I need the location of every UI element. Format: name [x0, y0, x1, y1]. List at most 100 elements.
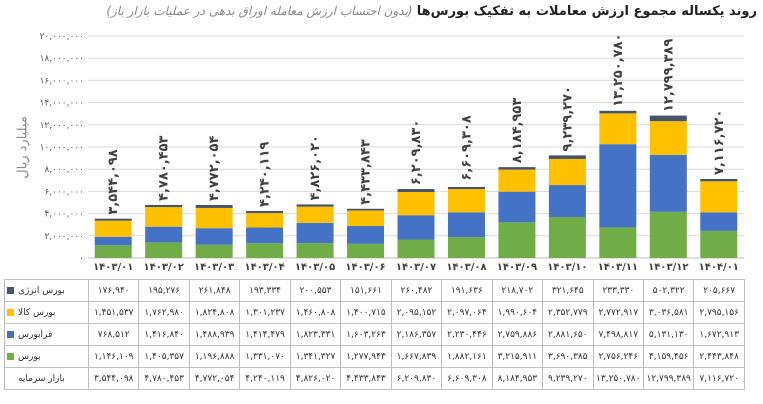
- y-tick-label: ۰: [79, 254, 84, 264]
- total-data-label: ۴,۸۲۶,۰۲۰: [308, 135, 323, 200]
- y-tick-label: ۱۰,۰۰۰,۰۰۰: [40, 143, 84, 153]
- table-cell: ۳,۲۱۵,۹۱۱: [491, 345, 544, 368]
- bar-segment-commodity: [296, 206, 334, 223]
- table-cell: ۴,۷۷۲,۰۵۴: [188, 367, 241, 390]
- bar-segment-gas: [195, 205, 233, 208]
- table-cell: ۲,۷۵۹,۸۸۶: [491, 323, 544, 346]
- table-cell: ۳۲۱,۶۴۵: [542, 279, 594, 302]
- table-cell: ۴,۷۸۰,۴۵۳: [138, 367, 190, 390]
- table-cell: ۴,۴۳۳,۸۴۳: [340, 367, 392, 390]
- bar-segment-commodity: [447, 189, 485, 213]
- table-cell: ۱,۹۹۰,۶۰۴: [491, 301, 544, 324]
- bar-segment-commodity: [649, 121, 687, 155]
- bar-segment-gas: [649, 115, 687, 122]
- total-data-label: ۱۲,۷۹۹,۳۸۹: [661, 39, 676, 112]
- bar-segment-gas: [599, 110, 637, 114]
- table-cell: ۲,۲۳۰,۴۴۶: [441, 323, 493, 346]
- bar-segment-commodity: [498, 169, 536, 192]
- x-category-label: ۱۴۰۴/۰۱: [699, 262, 739, 273]
- table-cell: ۱,۴۰۵,۳۵۷: [138, 345, 190, 368]
- bar-segment-farabourse: [347, 226, 385, 244]
- x-category-label: ۱۴۰۳/۱۰: [547, 262, 587, 273]
- bar-segment-bourse: [447, 237, 485, 258]
- table-cell: ۲۱۸,۷۰۲: [491, 279, 544, 302]
- bar-segment-bourse: [700, 230, 738, 258]
- bar-segment-gas: [145, 204, 183, 208]
- legend-label: بورس: [18, 351, 41, 362]
- table-cell: ۲۳۳,۳۳۰: [592, 279, 644, 302]
- table-row-farabourse: فرابورس ۷۶۸,۵۱۲ ۱,۴۱۶,۸۴۰ ۱,۴۸۸,۹۳۹ ۱,۴۱۴,۴۷…: [4, 323, 745, 346]
- bar-segment-farabourse: [548, 185, 586, 218]
- table-cell: ۲۰۵,۶۶۷: [693, 279, 745, 302]
- x-category-label: ۱۴۰۳/۰۲: [144, 262, 184, 273]
- y-tick-label: ۲,۰۰۰,۰۰۰: [44, 232, 84, 242]
- table-cell: ۲,۰۹۵,۱۵۲: [390, 301, 443, 324]
- table-cell: ۲,۷۹۵,۱۵۶: [693, 301, 745, 324]
- table-row-bourse: بورس ۱,۱۴۶,۱۰۹ ۱,۴۰۵,۳۵۷ ۱,۱۹۶,۸۸۸ ۱,۳۳۱,۰۷۰…: [4, 345, 745, 368]
- table-cell: ۶,۶۰۹,۳۰۸: [441, 367, 493, 390]
- x-category-label: ۱۴۰۳/۱۲: [648, 262, 688, 273]
- table-cell: ۱,۴۸۸,۹۳۹: [188, 323, 241, 346]
- bar-segment-bourse: [548, 217, 586, 258]
- bar-segment-gas: [94, 218, 132, 221]
- y-axis-label: میلیارد ریال: [15, 116, 31, 179]
- x-category-label: ۱۴۰۳/۰۹: [497, 262, 537, 273]
- legend-label: بورس کالا: [18, 307, 56, 318]
- legend-key-farabourse: [7, 330, 14, 338]
- legend-key-gas: [7, 286, 14, 294]
- x-category-label: ۱۴۰۳/۰۵: [295, 262, 335, 273]
- table-cell: ۷,۱۱۶,۷۲۰: [693, 367, 745, 390]
- bar-segment-bourse: [195, 244, 233, 258]
- table-cell: ۲,۳۵۲,۷۷۹: [542, 301, 594, 324]
- bar-segment-bourse: [296, 243, 334, 258]
- table-cell: ۱۹۵,۲۷۶: [138, 279, 190, 302]
- total-data-label: ۸,۱۸۴,۹۵۳: [510, 98, 525, 163]
- bar-segment-commodity: [397, 191, 435, 216]
- bar-segment-bourse: [94, 245, 132, 258]
- bar-segment-commodity: [700, 181, 738, 213]
- row-header: بازار سرمایه: [4, 367, 89, 390]
- table-cell: ۱,۸۲۳,۳۳۱: [289, 323, 342, 346]
- table-cell: ۲,۷۷۲,۹۱۷: [592, 301, 644, 324]
- table-cell: ۱,۳۰۱,۲۳۷: [239, 301, 291, 324]
- bar-segment-bourse: [145, 242, 183, 258]
- y-tick-label: ۱۸,۰۰۰,۰۰۰: [40, 54, 84, 64]
- table-cell: ۱,۶۷۲,۹۱۳: [693, 323, 745, 346]
- bar-segment-commodity: [347, 210, 385, 227]
- bars: [94, 110, 738, 258]
- table-cell: ۱,۷۶۲,۹۸۰: [138, 301, 190, 324]
- legend-label: بورس انرژی: [18, 285, 65, 296]
- bar-segment-farabourse: [599, 144, 637, 228]
- bar-segment-farabourse: [649, 154, 687, 212]
- y-tick-label: ۱۲,۰۰۰,۰۰۰: [40, 121, 84, 131]
- table-row-commodity: بورس کالا ۱,۴۵۱,۵۳۷ ۱,۷۶۲,۹۸۰ ۱,۸۲۴,۸۰۸ ۱,۳۰…: [4, 301, 745, 324]
- table-cell: ۲,۸۸۱,۶۵۰: [542, 323, 594, 346]
- table-cell: ۴,۲۴۰,۱۱۹: [239, 367, 291, 390]
- table-cell: ۲۶۰,۴۸۲: [390, 279, 443, 302]
- bar-segment-bourse: [649, 211, 687, 258]
- table-row-total: بازار سرمایه ۳,۵۴۴,۰۹۸ ۴,۷۸۰,۴۵۳ ۴,۷۷۲,۰۵۴ ۴…: [4, 367, 745, 390]
- bar-segment-commodity: [246, 213, 284, 228]
- bar-segment-farabourse: [447, 212, 485, 238]
- total-data-label: ۱۳,۲۵۰,۷۸۰: [611, 34, 626, 107]
- table-cell: ۵,۱۳۱,۱۳۰: [642, 323, 695, 346]
- x-category-label: ۱۴۰۳/۱۱: [598, 262, 638, 273]
- bar-segment-bourse: [498, 222, 536, 258]
- table-cell: ۱,۱۹۶,۸۸۸: [188, 345, 241, 368]
- bar-segment-farabourse: [94, 236, 132, 246]
- total-data-label: ۳,۵۴۴,۰۹۸: [106, 149, 121, 214]
- bar-segment-gas: [548, 155, 586, 159]
- x-category-label: ۱۴۰۳/۰۳: [194, 262, 234, 273]
- y-tick-label: ۴,۰۰۰,۰۰۰: [44, 210, 84, 220]
- y-tick-label: ۲۰,۰۰۰,۰۰۰: [40, 32, 84, 42]
- table-cell: ۳,۶۹۰,۳۸۵: [542, 345, 594, 368]
- bar-segment-farabourse: [246, 227, 284, 244]
- table-cell: ۱۵۱,۶۶۱: [340, 279, 392, 302]
- table-cell: ۴,۱۵۹,۴۵۶: [642, 345, 695, 368]
- table-cell: ۱,۲۷۷,۹۴۳: [340, 345, 392, 368]
- bar-segment-farabourse: [195, 228, 233, 245]
- legend-label: فرابورس: [18, 329, 53, 340]
- total-labels: ۳,۵۴۴,۰۹۸ ۴,۷۸۰,۴۵۳ ۴,۷۷۲,۰۵۴ ۴,۲۴۰,۱۱۹ ۴,۸۲…: [106, 34, 727, 215]
- table-cell: ۴,۸۲۶,۰۲۰: [289, 367, 342, 390]
